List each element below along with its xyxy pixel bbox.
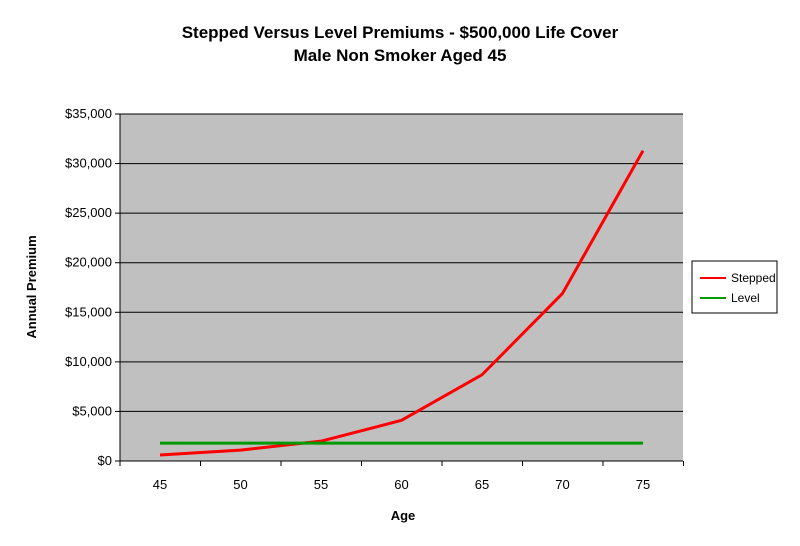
- x-tick-label: 55: [314, 477, 328, 492]
- legend: Stepped Level: [691, 260, 778, 314]
- chart-title-line-1: Stepped Versus Level Premiums - $500,000…: [182, 23, 619, 42]
- y-tick-label: $0: [98, 453, 112, 468]
- x-tick-label: 45: [153, 477, 167, 492]
- y-tick-label: $10,000: [65, 354, 112, 369]
- x-tick-label: 50: [233, 477, 247, 492]
- gridlines: [120, 113, 683, 412]
- y-axis-title: Annual Premium: [24, 235, 39, 338]
- y-axis-ticks: $0 $5,000 $10,000 $15,000 $20,000 $25,000 $30,…: [65, 106, 120, 468]
- y-tick-label: $15,000: [65, 304, 112, 319]
- y-tick-label: $25,000: [65, 205, 112, 220]
- plot-area: [120, 114, 683, 461]
- legend-label-level: Level: [731, 291, 760, 305]
- chart-title-line-2: Male Non Smoker Aged 45: [294, 46, 507, 65]
- y-tick-label: $5,000: [72, 403, 112, 418]
- x-tick-label: 65: [475, 477, 489, 492]
- legend-box: [691, 260, 778, 314]
- x-tick-label: 70: [555, 477, 569, 492]
- x-tick-label: 75: [636, 477, 650, 492]
- y-tick-label: $35,000: [65, 106, 112, 121]
- x-axis-ticks: 45 50 55 60 65 70 75: [119, 461, 684, 492]
- series-line-stepped: [159, 149, 645, 457]
- y-tick-label: $30,000: [65, 156, 112, 171]
- y-tick-label: $20,000: [65, 255, 112, 270]
- series-lines: [159, 149, 645, 457]
- x-tick-label: 60: [394, 477, 408, 492]
- legend-label-stepped: Stepped: [731, 271, 776, 285]
- x-axis-title: Age: [391, 508, 416, 523]
